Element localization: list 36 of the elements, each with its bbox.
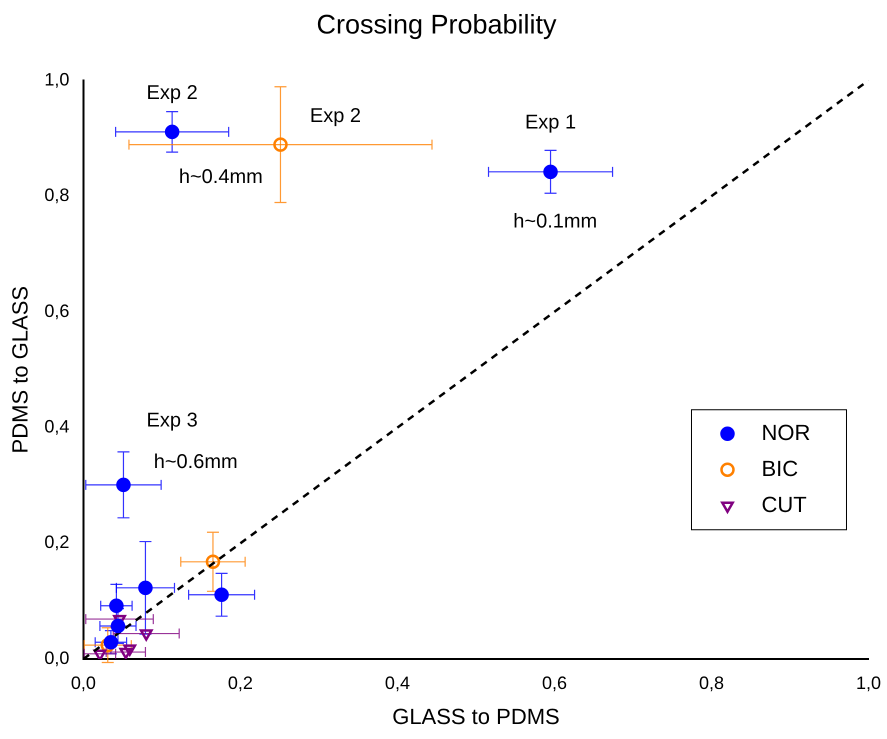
point <box>543 164 558 180</box>
point <box>164 124 180 140</box>
point <box>116 478 131 492</box>
x-tick-label: 0,8 <box>698 672 724 693</box>
x-tick-label: 0,0 <box>70 672 96 693</box>
x-tick-label: 0,6 <box>542 672 567 693</box>
y-tick-label: 0,2 <box>44 532 70 552</box>
legend-label: CUT <box>761 492 807 517</box>
annotation: Exp 2 <box>310 104 362 127</box>
y-tick-label: 0,8 <box>44 185 70 206</box>
annotation: Exp 2 <box>146 82 198 104</box>
annotation: h~0.6mm <box>154 450 238 473</box>
point <box>104 634 118 650</box>
x-axis-title: GLASS to PDMS <box>392 704 560 729</box>
point <box>140 629 153 641</box>
annotation: Exp 3 <box>146 410 198 432</box>
point <box>214 588 229 602</box>
legend-label: NOR <box>761 420 810 445</box>
point <box>110 618 126 634</box>
legend-label: BIC <box>761 456 798 481</box>
annotation: h~0.4mm <box>178 166 263 188</box>
annotation: Exp 1 <box>524 112 576 134</box>
y-tick-label: 1,0 <box>44 69 70 90</box>
point <box>138 580 153 596</box>
x-tick-label: 1,0 <box>856 672 882 693</box>
point <box>206 554 220 570</box>
y-tick-label: 0,0 <box>44 648 70 668</box>
annotation: h~0.1mm <box>513 210 598 233</box>
point <box>109 598 124 614</box>
y-tick-label: 0,4 <box>44 416 70 437</box>
x-tick-label: 0,4 <box>384 672 410 693</box>
point <box>273 137 288 152</box>
x-tick-label: 0,2 <box>228 672 253 693</box>
y-axis-title: PDMS to GLASS <box>7 286 32 454</box>
y-tick-label: 0,6 <box>44 300 70 321</box>
chart-title: Crossing Probability <box>316 10 558 40</box>
